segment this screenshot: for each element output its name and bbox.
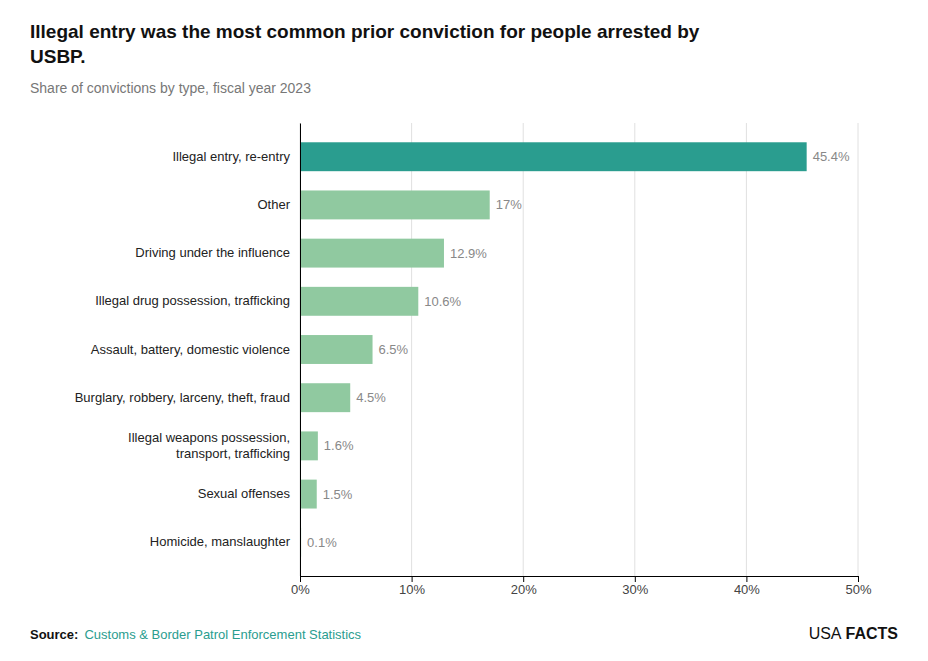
grid-line	[300, 123, 301, 576]
x-tick-mark	[412, 576, 413, 582]
y-tick: Illegal drug possession, trafficking	[95, 293, 290, 308]
y-tick-label: Driving under the influence	[135, 245, 290, 260]
grid-line	[746, 123, 747, 576]
data-label: 4.5%	[356, 390, 386, 405]
y-tick-label-line: Illegal weapons possession,	[128, 430, 290, 445]
y-tick-label-line: Driving under the influence	[135, 245, 290, 260]
y-tick-label: Burglary, robbery, larceny, theft, fraud	[75, 390, 290, 405]
y-tick: Driving under the influence	[135, 245, 290, 260]
data-label: 17%	[496, 197, 522, 212]
chart-container: Illegal entry was the most common prior …	[0, 0, 928, 661]
y-tick: Sexual offenses	[198, 486, 291, 501]
bar	[300, 431, 318, 460]
y-tick: Burglary, robbery, larceny, theft, fraud	[75, 390, 290, 405]
y-tick-label: Illegal weapons possession,transport, tr…	[128, 430, 290, 461]
x-tick-mark	[300, 576, 301, 582]
bar	[300, 239, 444, 268]
y-tick: Other	[257, 197, 290, 212]
data-label: 1.5%	[323, 487, 353, 502]
x-axis: 0% 10% 20% 30% 40% 50%	[291, 576, 872, 597]
bar	[300, 480, 317, 509]
source-text: Customs & Border Patrol Enforcement Stat…	[84, 627, 361, 642]
y-tick-label-line: Sexual offenses	[198, 486, 291, 501]
x-tick-mark	[746, 576, 747, 582]
data-label: 12.9%	[450, 246, 487, 261]
x-tick-mark	[858, 576, 859, 582]
bars	[300, 142, 807, 556]
plot: 0.1% 1.5% 1.6% 4.5% 6.5% 10.6% 12.9% 17% 45.4% 0%…	[75, 123, 872, 597]
x-axis-line	[301, 577, 859, 583]
y-tick-label: Sexual offenses	[198, 486, 291, 501]
data-label: 45.4%	[813, 149, 850, 164]
y-tick-label-line: transport, trafficking	[176, 446, 290, 461]
bar	[300, 287, 418, 316]
y-tick-label-line: Burglary, robbery, larceny, theft, fraud	[75, 390, 290, 405]
y-tick-label-line: Other	[257, 197, 290, 212]
y-tick-label-line: Illegal entry, re-entry	[172, 149, 290, 164]
bar	[300, 383, 350, 412]
y-tick: Assault, battery, domestic violence	[91, 342, 290, 357]
source-label: Source:	[30, 627, 78, 642]
subtitle: Share of convictions by type, fiscal yea…	[30, 80, 311, 96]
data-label: 6.5%	[379, 342, 409, 357]
x-tick-label: 40%	[734, 582, 760, 597]
y-tick: Homicide, manslaughter	[150, 534, 291, 549]
y-tick-label-line: Assault, battery, domestic violence	[91, 342, 290, 357]
y-tick: Illegal entry, re-entry	[172, 149, 290, 164]
y-tick-label: Other	[257, 197, 290, 212]
chart-svg: Illegal entry was the most common prior …	[0, 0, 928, 661]
title-line: Illegal entry was the most common prior …	[30, 21, 700, 42]
x-tick-mark	[523, 576, 524, 582]
x-tick: 0%	[291, 576, 310, 597]
y-tick-label-line: Illegal drug possession, trafficking	[95, 293, 290, 308]
title: Illegal entry was the most common prior …	[30, 21, 700, 67]
bar	[300, 142, 807, 171]
data-labels: 0.1% 1.5% 1.6% 4.5% 6.5% 10.6% 12.9% 17% 45.4%	[307, 149, 850, 550]
x-tick-label: 50%	[845, 582, 871, 597]
y-axis: Homicide, manslaughter Sexual offenses Ill…	[75, 124, 301, 577]
data-label: 10.6%	[424, 294, 461, 309]
y-tick-label: Assault, battery, domestic violence	[91, 342, 290, 357]
x-tick-label: 30%	[622, 582, 648, 597]
grid	[300, 123, 858, 576]
x-tick: 40%	[734, 576, 760, 597]
grid-line	[858, 123, 859, 576]
grid-line	[523, 123, 524, 576]
x-tick-label: 20%	[511, 582, 537, 597]
bar	[300, 190, 490, 219]
y-tick-label: Homicide, manslaughter	[150, 534, 291, 549]
x-tick-label: 0%	[291, 582, 310, 597]
bar	[300, 335, 373, 364]
y-tick-label-line: Homicide, manslaughter	[150, 534, 291, 549]
y-tick-label: Illegal entry, re-entry	[172, 149, 290, 164]
brand: FACTS	[846, 625, 899, 642]
x-tick-mark	[635, 576, 636, 582]
y-tick-label: Illegal drug possession, trafficking	[95, 293, 290, 308]
x-tick: 50%	[845, 576, 871, 597]
data-label: 0.1%	[307, 535, 337, 550]
brand: USA	[809, 625, 842, 642]
x-tick: 20%	[511, 576, 537, 597]
x-tick-label: 10%	[399, 582, 425, 597]
x-tick: 10%	[399, 576, 425, 597]
y-tick: Illegal weapons possession,transport, tr…	[128, 430, 290, 461]
title-line: USBP.	[30, 46, 86, 67]
grid-line	[634, 123, 635, 576]
data-label: 1.6%	[324, 438, 354, 453]
x-tick: 30%	[622, 576, 648, 597]
y-axis-line	[300, 124, 301, 577]
